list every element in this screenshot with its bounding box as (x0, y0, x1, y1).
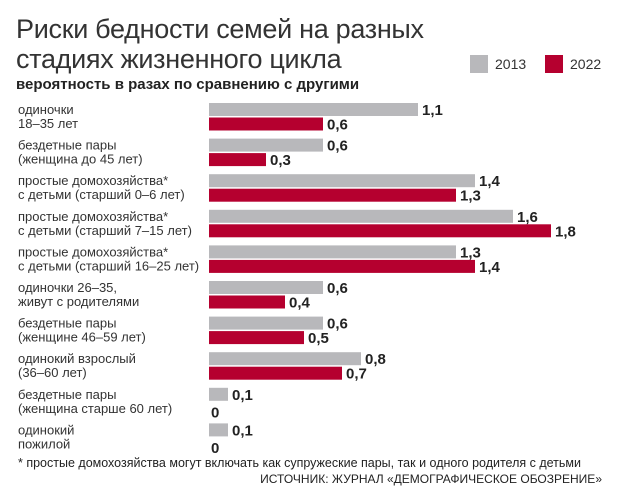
data-label-2022: 0,7 (346, 366, 367, 383)
bar-2022 (209, 117, 323, 131)
category-label: одиночки 26–35, (18, 280, 117, 295)
bar-2013 (209, 138, 323, 152)
data-label-2013: 1,3 (460, 244, 481, 261)
chart-title: Риски бедности семей на разных стадиях ж… (16, 14, 424, 74)
chart-subtitle: вероятность в разах по сравнению с други… (16, 76, 360, 93)
bar-2013 (209, 209, 513, 223)
category-label: бездетные пары (18, 316, 116, 331)
bar-2022 (209, 153, 266, 167)
legend-item-2013: 2013 (470, 55, 526, 73)
bar-2013 (209, 316, 323, 330)
data-label-2022: 1,4 (479, 259, 501, 276)
bar-2022 (209, 331, 304, 345)
category-label: простые домохозяйства* (18, 244, 168, 259)
data-label-2013: 0,6 (327, 280, 348, 297)
data-label-2022: 0,5 (308, 330, 329, 347)
category-label: одиночки (18, 102, 74, 117)
category-label: (женщина старше 60 лет) (18, 401, 172, 416)
data-label-2013: 0,6 (327, 138, 348, 155)
category-label: бездетные пары (18, 138, 116, 153)
category-label: живут с родителями (18, 294, 139, 309)
data-label-2022: 0 (211, 404, 219, 421)
bar-2022 (209, 259, 475, 273)
category-label: одинокий (18, 422, 74, 437)
legend-swatch-2022 (545, 55, 563, 73)
legend-label-2013: 2013 (495, 56, 527, 72)
bar-2013 (209, 352, 361, 366)
data-label-2013: 1,4 (479, 173, 501, 190)
bar-2022 (209, 224, 551, 238)
category-label: (женщина до 45 лет) (18, 152, 143, 167)
bar-2013 (209, 387, 228, 401)
source: ИСТОЧНИК: ЖУРНАЛ «ДЕМОГРАФИЧЕСКОЕ ОБОЗРЕ… (260, 472, 602, 486)
category-label: пожилой (18, 436, 70, 451)
data-label-2022: 0 (211, 440, 219, 457)
legend-label-2022: 2022 (570, 56, 602, 72)
category-label: (36–60 лет) (18, 365, 87, 380)
bar-2022 (209, 188, 456, 202)
bar-2013 (209, 103, 418, 116)
category-label: одинокий взрослый (18, 351, 136, 366)
bar-2013 (209, 174, 475, 188)
footnote: * простые домохозяйства могут включать к… (18, 456, 581, 470)
category-label: простые домохозяйства* (18, 209, 168, 224)
category-label: бездетные пары (18, 387, 116, 402)
legend-swatch-2013 (470, 55, 488, 73)
data-label-2022: 0,4 (289, 295, 311, 312)
bar-2013 (209, 281, 323, 294)
category-label: простые домохозяйства* (18, 173, 168, 188)
bar-2013 (209, 245, 456, 259)
data-label-2013: 0,1 (232, 387, 253, 404)
data-label-2013: 0,8 (365, 351, 386, 368)
legend-item-2022: 2022 (545, 55, 601, 73)
bar-2013 (209, 423, 228, 437)
data-label-2013: 0,1 (232, 422, 253, 439)
data-label-2022: 1,3 (460, 188, 481, 205)
data-label-2013: 1,6 (517, 209, 538, 226)
category-label: с детьми (старший 0–6 лет) (18, 187, 185, 202)
category-label: с детьми (старший 7–15 лет) (18, 223, 192, 238)
data-label-2022: 0,6 (327, 117, 348, 134)
data-label-2013: 0,6 (327, 316, 348, 333)
bar-2022 (209, 366, 342, 380)
data-label-2022: 1,8 (555, 223, 576, 240)
category-label: с детьми (старший 16–25 лет) (18, 258, 199, 273)
category-label: (женщине 46–59 лет) (18, 330, 146, 345)
data-label-2013: 1,1 (422, 102, 443, 119)
bar-2022 (209, 295, 285, 309)
data-label-2022: 0,3 (270, 152, 291, 169)
category-label: 18–35 лет (18, 116, 78, 131)
